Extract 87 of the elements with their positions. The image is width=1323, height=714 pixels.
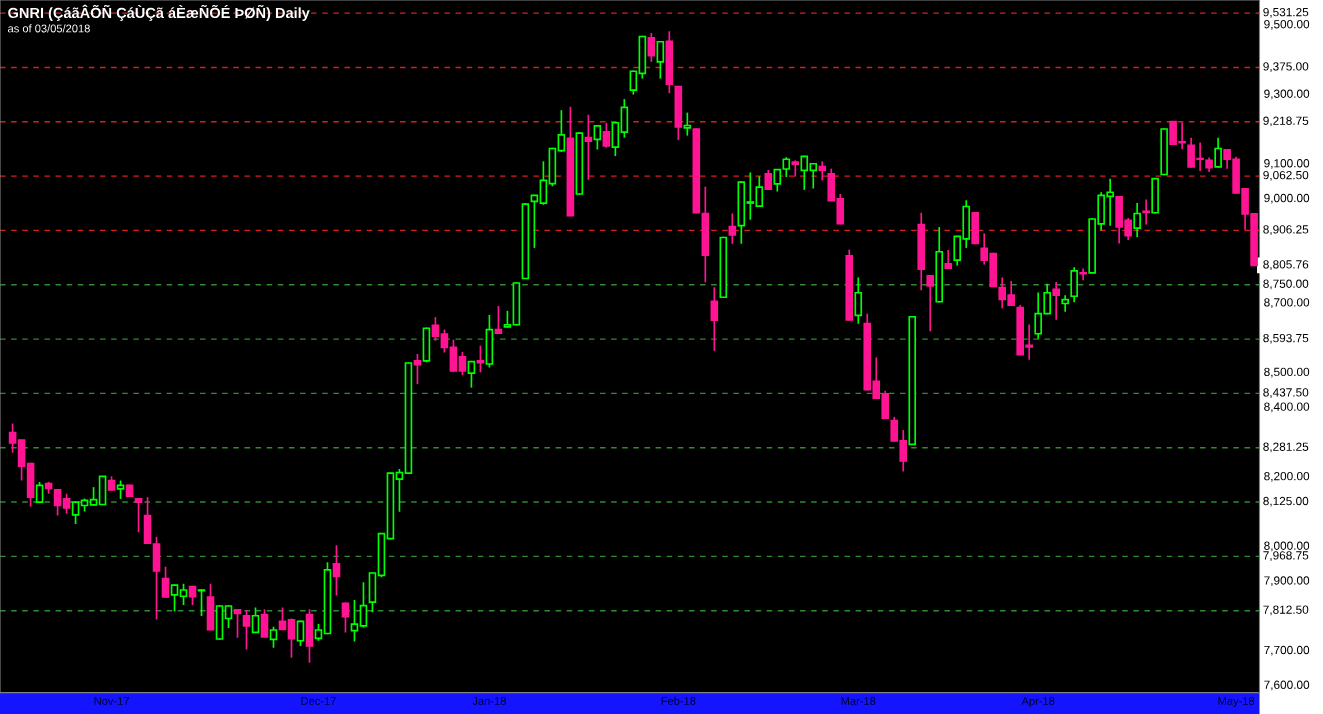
candlestick [8, 422, 17, 454]
candlestick [341, 601, 350, 634]
candlestick [647, 32, 656, 63]
candlestick [656, 40, 665, 80]
candlestick [134, 497, 143, 534]
ref-line-label: 7,812.50 [1263, 605, 1309, 616]
ref-line-label: 9,062.50 [1263, 170, 1309, 181]
candlestick [161, 565, 170, 599]
candlestick [179, 582, 188, 606]
candlestick [467, 360, 476, 389]
candlestick [1052, 281, 1060, 321]
candlestick [116, 479, 125, 500]
candlestick [440, 328, 449, 354]
candlestick [764, 169, 773, 191]
ref-line-label: 7,968.75 [1263, 551, 1309, 561]
candlestick [593, 124, 602, 151]
candlestick [818, 160, 827, 182]
candlestick [197, 588, 206, 617]
candlestick [269, 626, 278, 649]
candlestick [332, 544, 341, 597]
candlestick [296, 619, 305, 647]
candlestick [413, 353, 422, 386]
candlestick [791, 159, 800, 178]
chart-title: GNRI (ÇáãÂÕÑ ÇáÙÇã áÈæÑÕÉ ÞØÑ) Daily [8, 4, 310, 21]
ref-line-label: 9,218.75 [1263, 116, 1309, 127]
ref-line-label: 9,375.00 [1263, 62, 1309, 73]
x-tick-label: Feb-18 [661, 696, 696, 705]
candlestick [944, 249, 953, 270]
candlestick [1133, 202, 1141, 238]
y-tick-label: 8,200.00 [1264, 472, 1310, 482]
candlestick [1214, 136, 1222, 169]
y-tick-label: 9,000.00 [1264, 193, 1310, 204]
candlestick [71, 500, 80, 525]
y-tick-label: 9,100.00 [1264, 159, 1310, 169]
candlestick [494, 305, 503, 335]
x-tick-label: Nov-17 [94, 697, 129, 705]
candlestick [62, 492, 71, 515]
x-tick-label: May-18 [1218, 697, 1255, 708]
y-tick-label: 9,500.00 [1264, 20, 1310, 30]
y-tick-label: 8,500.00 [1264, 367, 1310, 378]
y-tick-label: 9,300.00 [1264, 89, 1310, 100]
x-tick-label: Jan-18 [472, 697, 506, 705]
candlestick [359, 581, 368, 629]
candlestick [89, 486, 98, 507]
candlestick [926, 274, 935, 333]
ref-line-label: 8,281.25 [1263, 442, 1309, 453]
ref-line-label: 8,593.75 [1263, 333, 1309, 344]
candlestick [728, 212, 737, 245]
x-tick-label: Mar-18 [841, 697, 876, 705]
text: 8,805.76 [1263, 260, 1309, 270]
ref-line-label: 8,437.50 [1263, 388, 1309, 398]
candlestick [287, 617, 296, 659]
x-tick-label: Dec-17 [301, 697, 336, 705]
candlestick [395, 468, 404, 513]
candlestick [449, 338, 458, 373]
y-tick-label: 8,700.00 [1264, 298, 1310, 308]
candlestick [458, 351, 467, 376]
ref-line-label: 8,906.25 [1263, 225, 1309, 235]
candlestick [251, 606, 260, 634]
candlestick [557, 109, 566, 153]
candlestick [170, 583, 179, 613]
candlestick [476, 344, 485, 374]
candlestick [350, 599, 359, 643]
y-tick-label: 7,700.00 [1264, 645, 1310, 656]
candlestick [854, 276, 863, 325]
candlestick [431, 316, 440, 342]
y-tick-label: 8,400.00 [1264, 402, 1310, 413]
candlestick [260, 608, 269, 638]
ref-line-label: 8,750.00 [1263, 279, 1309, 290]
candlestick [242, 609, 251, 651]
x-tick-label: Apr-18 [1021, 697, 1055, 708]
candlestick [539, 160, 548, 206]
candlestick [584, 113, 593, 181]
y-tick-label: 7,600.00 [1264, 680, 1310, 691]
candlestick [710, 286, 719, 352]
y-tick-label: 8,000.00 [1264, 541, 1310, 552]
candlestick [683, 111, 692, 137]
candlestick [53, 488, 62, 517]
y-tick-label: 7,900.00 [1264, 576, 1310, 587]
ref-line-label: 9,531.25 [1263, 7, 1309, 18]
candlestick [224, 604, 233, 629]
candlestick [629, 69, 638, 96]
text: as of 03/05/2018 [8, 24, 90, 33]
candlestick [233, 608, 242, 639]
candlestick [602, 121, 611, 149]
ref-line-label: 8,125.00 [1263, 496, 1309, 507]
candlestick [1079, 267, 1087, 282]
